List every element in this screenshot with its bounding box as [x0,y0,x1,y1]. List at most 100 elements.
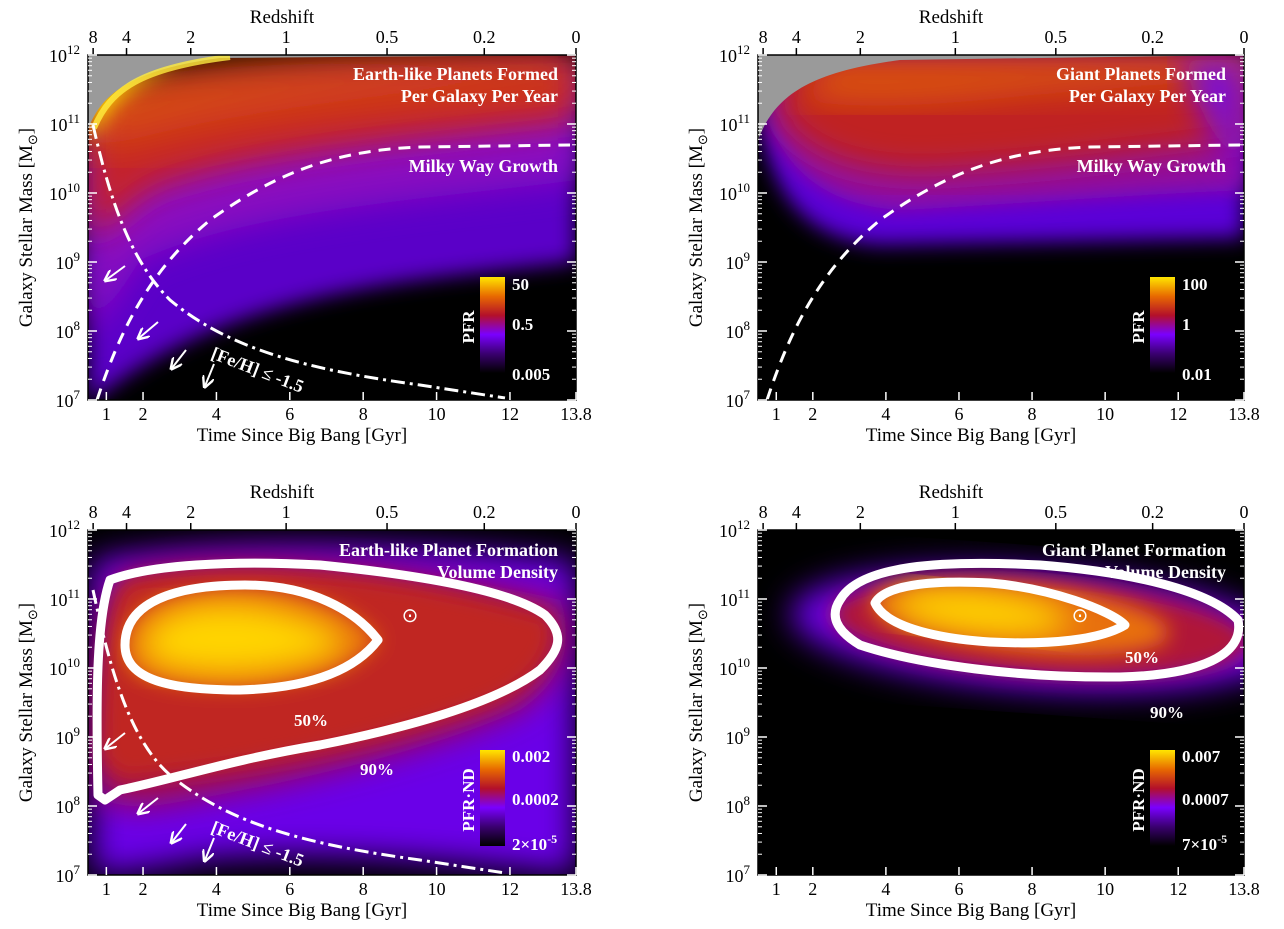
yaxis-label-close-p2: ] [16,603,37,609]
ytick-base-p2-0: 10 [56,866,74,886]
ytick-base-p3-5: 10 [719,521,737,541]
sun-symbol-p2: ⊙ [402,605,419,627]
xtick-label-p2-2: 4 [212,879,221,899]
yaxis-label-close-p3: ] [686,603,707,609]
ztick-label-p1-1: 4 [792,27,801,47]
ztick-label-p3-2: 2 [856,502,865,522]
panel-earth-pfr: [Fe/H] ≤ -1.5 Earth-like Planets Formed … [88,55,576,401]
contour-label-90-p3: 90% [1150,703,1184,722]
panel-earth-density: 50% 90% [Fe/H] ≤ -1.5 ⊙ Earth-like Plane… [88,530,576,875]
panel-title-p1: Giant Planets Formed [1056,64,1226,84]
panel-title-p0: Earth-like Planets Formed [353,64,558,84]
ztick-label-p3-1: 4 [792,502,801,522]
ytick-exp-p2-4: 11 [67,586,80,601]
xtick-label-p1-3: 6 [954,404,963,424]
yaxis-label-p2: Galaxy Stellar Mass [M⊙] [16,603,40,802]
ytick-base-p0-3: 10 [49,184,67,204]
ytick-exp-p1-0: 7 [744,387,751,402]
ytick-exp-p3-1: 8 [744,793,751,808]
ytick-base-p3-2: 10 [726,728,744,748]
yaxis-label-main-p0: Galaxy Stellar Mass [M [16,145,37,327]
xaxis-label-p0: Time Since Big Bang [Gyr] [197,425,407,446]
ytick-exp-p3-3: 10 [737,655,750,670]
ytick-label-p3-0: 107 [726,862,751,886]
ytick-label-p2-0: 107 [56,862,81,886]
xtick-label-p3-6: 12 [1169,879,1187,899]
colorbar-label-p1: PFR [1129,310,1148,344]
colorbar-tick-p3-2: 7×10-5 [1182,832,1227,854]
contour-label-50-p2: 50% [294,711,328,730]
colorbar-tick-p1-1: 1 [1182,315,1191,334]
ytick-exp-p3-4: 11 [737,586,750,601]
colorbar-tick-p0-0: 50 [512,275,529,294]
colorbar-p3: PFR·ND 0.007 0.0007 7×10-5 [1129,747,1229,854]
ytick-label-p0-2: 109 [56,249,81,273]
ytick-label-p0-0: 107 [56,387,81,411]
ytick-label-p1-1: 108 [726,318,751,342]
ytick-base-p0-5: 10 [49,46,67,66]
ytick-label-p1-3: 1010 [719,180,750,204]
ytick-label-p3-2: 109 [726,724,751,748]
ztick-label-p2-0: 8 [89,502,98,522]
axes-p0: 1 2 4 6 8 10 12 13.88 4 2 1 0.5 0.2 01071081091010101… [16,7,592,446]
ytick-base-p2-4: 10 [49,590,67,610]
xtick-label-p0-3: 6 [285,404,294,424]
ztick-label-p3-5: 0.2 [1141,502,1164,522]
xtick-label-p1-4: 8 [1028,404,1037,424]
ztick-label-p3-4: 0.5 [1045,502,1068,522]
ytick-base-p0-2: 10 [56,253,74,273]
xaxis-label-p2: Time Since Big Bang [Gyr] [197,900,407,921]
top-axis-label-p1: Redshift [919,7,984,28]
xaxis-label-p3: Time Since Big Bang [Gyr] [866,900,1076,921]
ytick-base-p0-1: 10 [56,322,74,342]
xtick-label-p2-0: 1 [102,879,111,899]
ytick-exp-p3-0: 7 [744,862,751,877]
plot-frame-p1 [757,54,1245,401]
ytick-label-p0-4: 1011 [49,111,80,135]
ytick-label-p2-5: 1012 [49,517,80,541]
xtick-label-p0-0: 1 [102,404,111,424]
ytick-exp-p1-5: 12 [737,42,750,57]
yaxis-label-main-p3: Galaxy Stellar Mass [M [686,620,707,802]
ytick-exp-p1-1: 8 [744,318,751,333]
ztick-label-p1-3: 1 [951,27,960,47]
ytick-label-p0-5: 1012 [49,42,80,66]
yaxis-label-sub-p3: ⊙ [695,609,710,620]
xtick-label-p2-7: 13.8 [560,879,592,899]
ztick-label-p2-3: 1 [282,502,291,522]
yaxis-label-sub-p0: ⊙ [25,134,40,145]
ztick-label-p0-3: 1 [282,27,291,47]
colorbar-p0: PFR 50 0.5 0.005 [459,275,550,384]
panel-title-p3: Giant Planet Formation [1042,540,1226,560]
ytick-label-p3-4: 1011 [719,586,750,610]
xtick-label-p0-7: 13.8 [560,404,592,424]
ytick-exp-p3-5: 12 [737,517,750,532]
panel-subtitle-p1: Per Galaxy Per Year [1069,86,1226,106]
xtick-label-p1-2: 4 [881,404,890,424]
plot-frame-p3 [757,529,1245,876]
ztick-label-p0-1: 4 [122,27,131,47]
yaxis-label-p1: Galaxy Stellar Mass [M⊙] [686,128,710,327]
colorbar-tick-p2-2: 2×10-5 [512,832,557,854]
yaxis-label-p0: Galaxy Stellar Mass [M⊙] [16,128,40,327]
ytick-exp-p1-3: 10 [737,180,750,195]
xtick-label-p1-5: 10 [1096,404,1114,424]
xtick-label-p0-4: 8 [359,404,368,424]
ytick-label-p2-3: 1010 [49,655,80,679]
ytick-base-p0-4: 10 [49,115,67,135]
ztick-label-p2-4: 0.5 [376,502,399,522]
ytick-base-p1-2: 10 [726,253,744,273]
colorbar-tick-p1-2: 0.01 [1182,365,1212,384]
xtick-label-p3-4: 8 [1028,879,1037,899]
ytick-base-p3-3: 10 [719,659,737,679]
xtick-label-p2-5: 10 [428,879,446,899]
ztick-label-p2-2: 2 [186,502,195,522]
xtick-label-p0-5: 10 [428,404,446,424]
contours-p3: 50% 90% [830,558,1244,722]
xtick-label-p1-7: 13.8 [1228,404,1260,424]
ytick-exp-p2-0: 7 [74,862,81,877]
ytick-base-p1-4: 10 [719,115,737,135]
ytick-exp-p2-1: 8 [74,793,81,808]
ztick-label-p1-5: 0.2 [1141,27,1164,47]
